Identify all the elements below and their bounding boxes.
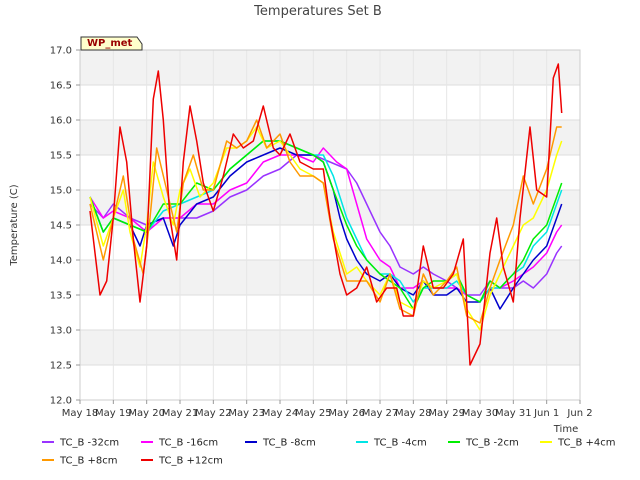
y-tick-label: 15.0 <box>50 186 72 197</box>
x-tick-label: May 26 <box>328 408 365 419</box>
legend-label: TC_B +12cm <box>158 456 223 467</box>
chart-title: Temperatures Set B <box>253 4 382 19</box>
legend-label: TC_B -8cm <box>262 438 316 449</box>
legend-item-2: TC_B -8cm <box>245 438 316 449</box>
series-line-3 <box>89 140 563 303</box>
y-tick-label: 14.0 <box>50 256 72 267</box>
x-tick-label: May 25 <box>295 408 332 419</box>
plot-band <box>80 225 580 260</box>
x-tick-label: May 27 <box>362 408 399 419</box>
x-tick-label: Jun 1 <box>533 408 559 419</box>
legend-item-6: TC_B +8cm <box>42 456 118 467</box>
legend-label: TC_B -32cm <box>59 438 119 449</box>
y-tick-label: 13.5 <box>50 291 72 302</box>
site-label: WP_met <box>87 38 133 49</box>
legend-item-1: TC_B -16cm <box>141 438 218 449</box>
y-axis-title: Temperature (C) <box>9 184 20 266</box>
legend-item-5: TC_B +4cm <box>540 438 616 449</box>
legend-label: TC_B -2cm <box>465 438 519 449</box>
legend-label: TC_B +8cm <box>59 456 118 467</box>
legend-item-4: TC_B -2cm <box>448 438 519 449</box>
series-line-7 <box>89 63 563 366</box>
y-tick-label: 13.0 <box>50 326 72 337</box>
x-tick-label: May 28 <box>395 408 432 419</box>
legend-label: TC_B -4cm <box>373 438 427 449</box>
x-tick-label: May 19 <box>95 408 132 419</box>
series-lines <box>89 63 563 366</box>
plot-band <box>80 120 580 155</box>
x-tick-label: Jun 2 <box>566 408 592 419</box>
legend-item-7: TC_B +12cm <box>141 456 223 467</box>
x-tick-label: May 23 <box>228 408 265 419</box>
legend-item-3: TC_B -4cm <box>356 438 427 449</box>
x-tick-label: May 31 <box>495 408 532 419</box>
plot-band <box>80 260 580 295</box>
legend-label: TC_B -16cm <box>158 438 218 449</box>
y-tick-label: 12.5 <box>50 361 72 372</box>
plot-band <box>80 155 580 190</box>
site-label-box: WP_met <box>80 36 143 51</box>
y-tick-label: 12.0 <box>50 396 72 407</box>
x-tick-label: May 30 <box>462 408 499 419</box>
series-line-4 <box>89 140 563 310</box>
legend: TC_B -32cm TC_B -16cm TC_B -8cm TC_B -4cm TC… <box>42 438 616 467</box>
y-tick-label: 16.0 <box>50 116 72 127</box>
x-axis-title: Time <box>553 424 578 435</box>
x-tick-label: May 18 <box>62 408 99 419</box>
x-tick-label: May 20 <box>128 408 165 419</box>
x-tick-label: May 22 <box>195 408 232 419</box>
y-tick-label: 16.5 <box>50 81 72 92</box>
plot-background <box>80 50 580 400</box>
legend-item-0: TC_B -32cm <box>42 438 119 449</box>
y-tick-label: 17.0 <box>50 46 72 57</box>
series-line-6 <box>89 119 562 324</box>
x-tick-label: May 24 <box>262 408 299 419</box>
legend-label: TC_B +4cm <box>557 438 616 449</box>
series-line-2 <box>89 147 563 310</box>
axes: 12.0 12.5 13.0 13.5 14.0 14.5 15.0 15.5 16.0 16.5… <box>50 46 593 420</box>
plot-band <box>80 50 580 85</box>
x-tick-label: May 21 <box>162 408 199 419</box>
y-tick-label: 15.5 <box>50 151 72 162</box>
y-tick-label: 14.5 <box>50 221 72 232</box>
plot-band <box>80 330 580 365</box>
plot-band <box>80 365 580 400</box>
x-tick-label: May 29 <box>428 408 465 419</box>
